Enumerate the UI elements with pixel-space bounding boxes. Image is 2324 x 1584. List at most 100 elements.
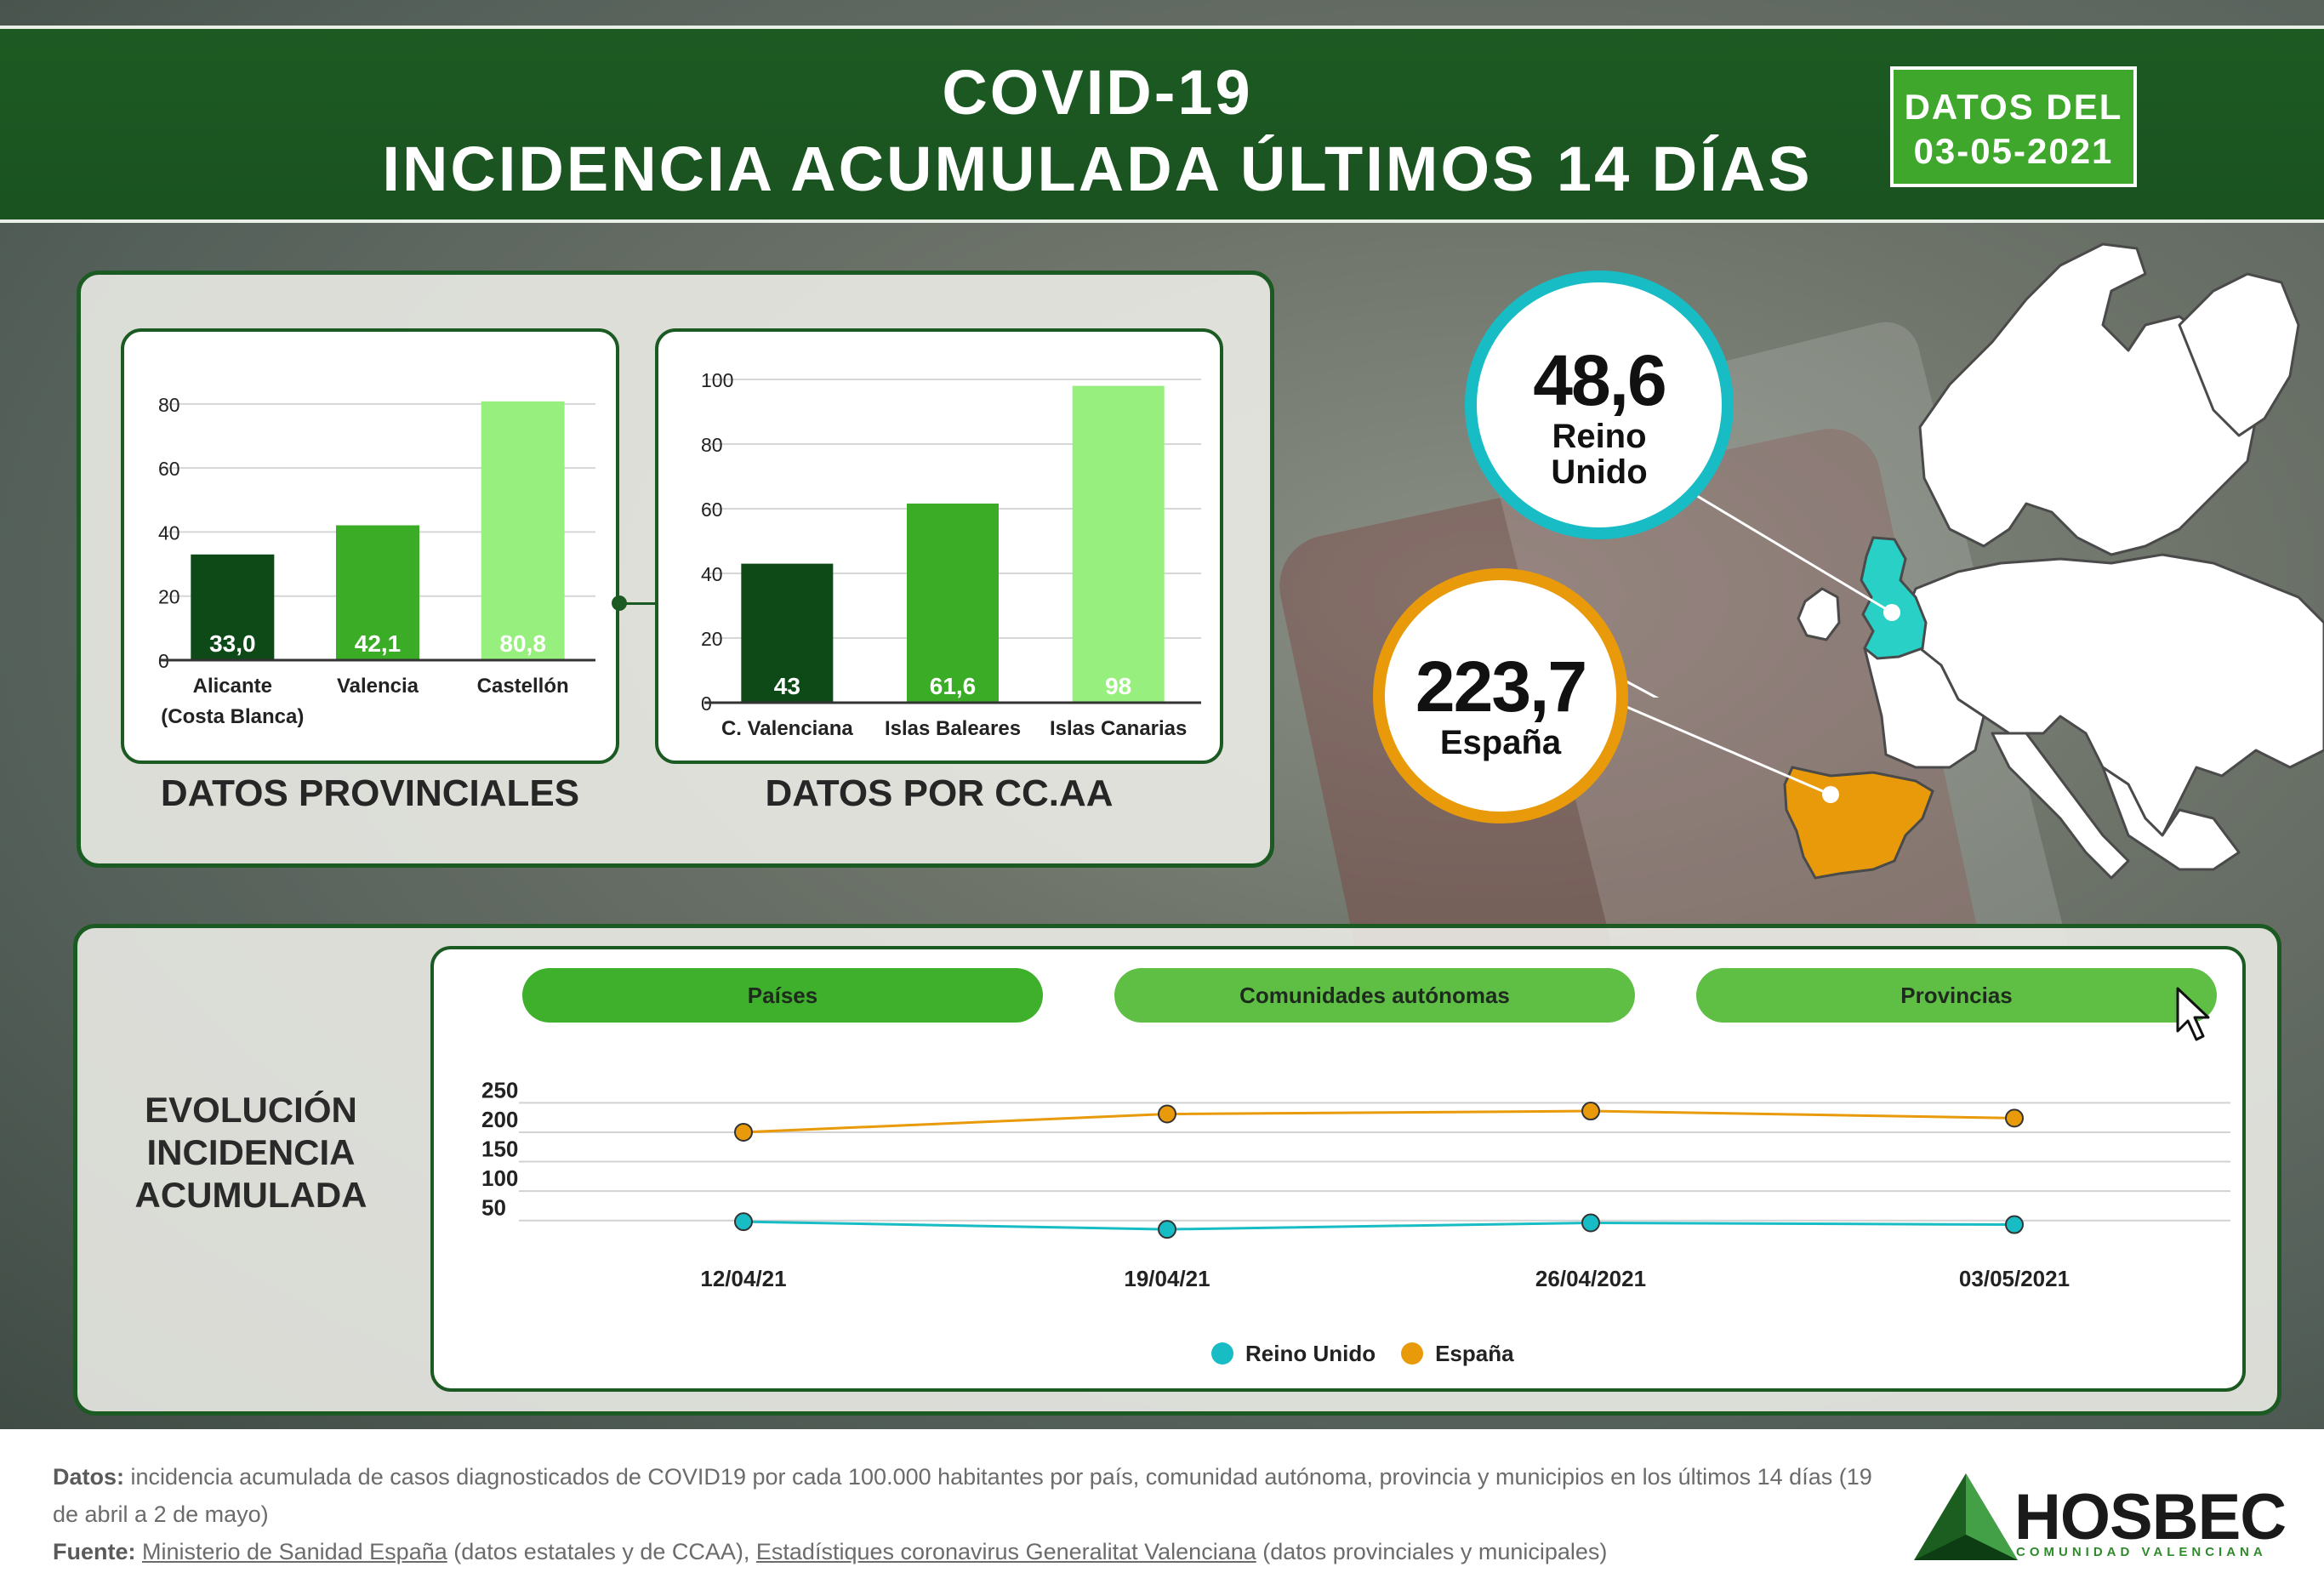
footer-text: Datos: incidencia acumulada de casos dia… [53, 1458, 1882, 1570]
tab-paises[interactable]: Países [522, 968, 1043, 1023]
hosbec-logo-subtitle: COMUNIDAD VALENCIANA [2016, 1545, 2267, 1559]
europe-map [1783, 242, 2324, 880]
cursor-icon [2176, 987, 2210, 1041]
series-1-point [1158, 1104, 1176, 1124]
title-line-2: INCIDENCIA ACUMULADA ÚLTIMOS 14 DÍAS [382, 134, 1813, 204]
bar-value-label: 42,1 [355, 630, 402, 657]
series-1-point [734, 1122, 753, 1142]
line-y-tick-label: 100 [481, 1165, 518, 1191]
line-x-tick-label: 03/05/2021 [1959, 1266, 2070, 1291]
y-tick-label: 20 [158, 586, 180, 608]
fuente-end: (datos provinciales y municipales) [1256, 1539, 1608, 1564]
legend-label-spain: España [1435, 1340, 1514, 1366]
series-line-1 [743, 1109, 2015, 1134]
bar-0 [741, 563, 834, 703]
datos-label: Datos: [53, 1464, 125, 1490]
line-y-tick-label: 200 [481, 1107, 518, 1132]
evolution-line-chart: 50 100 150 200 250 12/04/21 19/04/21 26/04/2021… [481, 1077, 2230, 1291]
y-tick-label: 60 [158, 458, 180, 480]
series-1-point [1581, 1102, 1600, 1121]
y-tick-label: 40 [158, 521, 180, 544]
date-badge: DATOS DEL 03-05-2021 [1890, 66, 2137, 187]
evolution-title-line-3: ACUMULADA [134, 1175, 367, 1215]
chart-connector-line [612, 602, 658, 605]
y-tick-label: 20 [701, 628, 723, 650]
series-0-point [1158, 1220, 1176, 1239]
ireland-shape [1797, 587, 1841, 641]
series-1-point [2005, 1108, 2024, 1128]
ccaa-caption: DATOS POR CC.AA [765, 772, 1114, 814]
x-category-label: Valencia [337, 675, 419, 698]
legend-label-uk: Reino Unido [1245, 1340, 1376, 1366]
bar-1 [907, 503, 999, 703]
legend-swatch-uk [1211, 1342, 1233, 1365]
uk-label-2: Unido [1551, 453, 1648, 491]
spain-stat-circle: 223,7 España [1373, 568, 1628, 823]
chart-connector-dot [612, 595, 627, 611]
tab-comunidades-autonomas[interactable]: Comunidades autónomas [1114, 968, 1635, 1023]
page-title: COVID-19 INCIDENCIA ACUMULADA ÚLTIMOS 14… [170, 54, 2025, 208]
bar-value-label: 61,6 [930, 673, 977, 699]
france-shape [1863, 630, 1985, 769]
spain-highlight [1783, 766, 1934, 880]
header-banner: COVID-19 INCIDENCIA ACUMULADA ÚLTIMOS 14… [0, 26, 2324, 223]
balkans-shape [2101, 766, 2241, 871]
line-chart-legend: Reino Unido España [1211, 1339, 1514, 1367]
provincial-caption: DATOS PROVINCIALES [160, 772, 580, 814]
bar-value-label: 43 [774, 673, 800, 699]
line-y-tick-label: 150 [481, 1137, 518, 1162]
tab-provincias[interactable]: Provincias [1696, 968, 2217, 1023]
finland-shape [2178, 272, 2300, 437]
x-category-label: Alicante [193, 675, 272, 698]
hosbec-logo-icon [1914, 1473, 2018, 1560]
bar-value-label: 80,8 [499, 630, 546, 657]
evolution-title: EVOLUCIÓN INCIDENCIA ACUMULADA [102, 1089, 400, 1216]
line-x-tick-label: 12/04/21 [700, 1266, 786, 1291]
line-chart-card: Países Comunidades autónomas Provincias … [430, 946, 2246, 1392]
spain-value: 223,7 [1415, 647, 1587, 726]
evolution-title-line-2: INCIDENCIA [146, 1132, 356, 1172]
series-0-point [1581, 1213, 1600, 1233]
x-category-label: Castellón [477, 675, 569, 698]
series-0-point [734, 1212, 753, 1232]
scandinavia-shape [1918, 242, 2258, 556]
bar-0 [191, 554, 275, 660]
line-x-tick-label: 26/04/2021 [1535, 1266, 1646, 1291]
line-x-tick-label: 19/04/21 [1124, 1266, 1210, 1291]
series-line-0 [743, 1220, 2015, 1231]
europe-countries [1797, 242, 2324, 880]
series-0-point [2005, 1215, 2024, 1234]
legend-swatch-spain [1401, 1342, 1424, 1365]
source-link-ministerio[interactable]: Ministerio de Sanidad España [142, 1539, 447, 1564]
x-category-label: Islas Baleares [885, 717, 1021, 740]
uk-highlight [1860, 536, 1928, 660]
fuente-mid: (datos estatales y de CCAA), [447, 1539, 756, 1564]
title-line-1: COVID-19 [942, 57, 1253, 128]
map-callout-lines [1624, 492, 1893, 698]
date-value: 03-05-2021 [1913, 131, 2114, 171]
datos-text: incidencia acumulada de casos diagnostic… [53, 1464, 1872, 1527]
hosbec-logo-text: HOSBEC [2014, 1481, 2287, 1553]
evolution-title-line-1: EVOLUCIÓN [145, 1090, 357, 1130]
uk-value: 48,6 [1533, 340, 1667, 420]
y-tick-label: 60 [701, 499, 723, 521]
uk-label-1: Reino [1552, 418, 1647, 455]
spain-callout-line [1624, 704, 1831, 796]
bar-2 [481, 401, 565, 660]
y-tick-label: 80 [701, 434, 723, 456]
line-y-tick-label: 50 [481, 1195, 506, 1221]
y-tick-label: 80 [158, 394, 180, 416]
spain-label: España [1439, 724, 1562, 761]
bar-value-label: 98 [1105, 673, 1131, 699]
y-tick-label: 100 [701, 369, 733, 391]
source-link-generalitat[interactable]: Estadístiques coronavirus Generalitat Va… [755, 1539, 1256, 1564]
x-category-label: (Costa Blanca) [161, 705, 304, 728]
bar-2 [1072, 385, 1165, 703]
x-category-label: C. Valenciana [721, 717, 853, 740]
x-category-label: Islas Canarias [1050, 717, 1187, 740]
date-label: DATOS DEL [1904, 87, 2123, 127]
